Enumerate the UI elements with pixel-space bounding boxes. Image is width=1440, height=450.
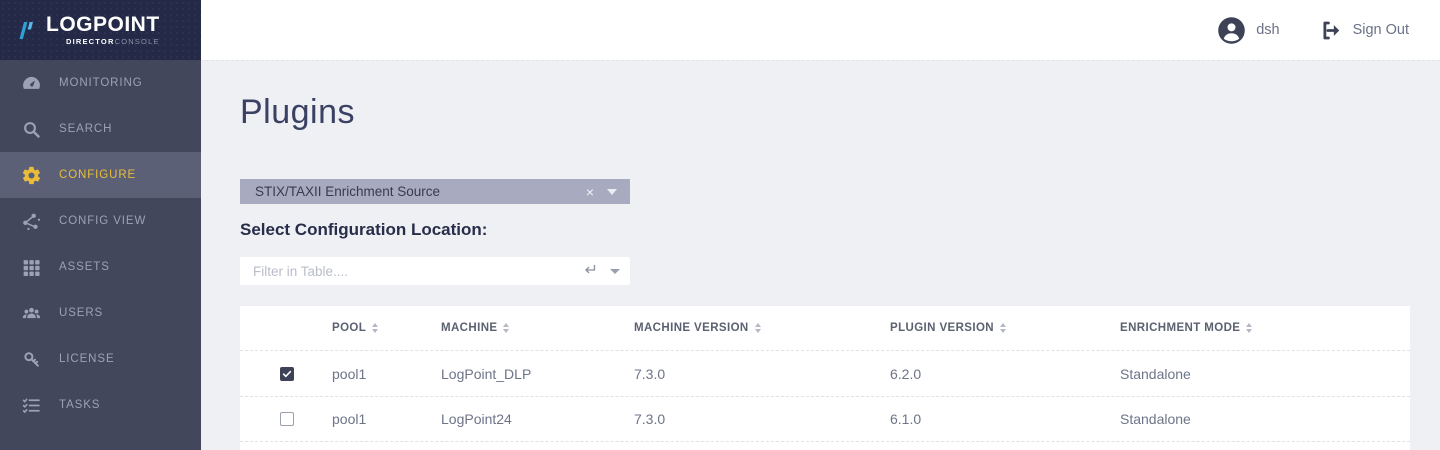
logpoint-logo: LOGPOINT DIRECTORCONSOLE [0, 0, 201, 60]
gauge-icon [23, 76, 40, 89]
cell-machine: LogPoint_DLP [441, 365, 532, 382]
sort-icon[interactable] [1246, 323, 1253, 333]
sidebar-item-license[interactable]: LICENSE [0, 336, 201, 382]
sidebar: LOGPOINT DIRECTORCONSOLE MONITORING SEAR… [0, 0, 201, 450]
sort-icon[interactable] [754, 323, 761, 333]
topbar: dsh Sign Out [201, 0, 1440, 60]
brand-tagline-director: DIRECTOR [65, 37, 115, 46]
table-row: pool1 LogPoint24 7.3.0 6.1.0 Standalone [240, 396, 1410, 442]
table-filter: ↵ [240, 257, 630, 285]
sidebar-item-label: MONITORING [59, 77, 143, 89]
sidebar-item-configure[interactable]: CONFIGURE [0, 152, 201, 198]
row-checkbox[interactable] [280, 366, 294, 381]
brand-tagline-console: CONSOLE [114, 37, 160, 46]
header-cell-plugin-version[interactable]: PLUGIN VERSION [890, 322, 1120, 334]
sidebar-item-monitoring[interactable]: MONITORING [0, 60, 201, 106]
grid-icon [23, 259, 40, 276]
sidebar-item-label: USERS [59, 307, 104, 319]
chevron-down-icon[interactable] [607, 188, 617, 195]
sidebar-item-assets[interactable]: ASSETS [0, 244, 201, 290]
sidebar-item-label: CONFIGURE [59, 169, 137, 181]
key-icon [24, 351, 39, 367]
cell-pool: pool1 [332, 411, 367, 427]
header-cell-enrichment-mode[interactable]: ENRICHMENT MODE [1120, 322, 1410, 334]
cell-enrichment-mode: Standalone [1120, 411, 1191, 427]
header-cell-pool[interactable]: POOL [332, 322, 441, 334]
sign-out-button[interactable]: Sign Out [1318, 18, 1409, 43]
share-icon [23, 213, 41, 230]
sign-out-label: Sign Out [1352, 22, 1409, 38]
sidebar-item-tasks[interactable]: TASKS [0, 382, 201, 428]
sidebar-item-label: LICENSE [59, 353, 115, 365]
cell-machine-version: 7.3.0 [634, 411, 666, 427]
sidebar-nav: MONITORING SEARCH CONFIGURE [0, 60, 201, 428]
plugin-select[interactable]: STIX/TAXII Enrichment Source × [240, 179, 630, 204]
users-icon [22, 307, 41, 318]
plugins-table: POOL MACHINE MACHINE VERSION PLUGIN VERS… [240, 306, 1410, 450]
sign-out-icon [1323, 21, 1339, 39]
page-title: Plugins [240, 93, 356, 131]
search-icon [24, 121, 40, 138]
chevron-down-icon[interactable] [610, 268, 620, 274]
sidebar-item-search[interactable]: SEARCH [0, 106, 201, 152]
section-label: Select Configuration Location: [240, 220, 488, 239]
sidebar-item-label: TASKS [59, 399, 101, 411]
brand-name: LOGPOINT [46, 13, 160, 36]
sidebar-item-label: ASSETS [59, 261, 110, 273]
sidebar-item-label: CONFIG VIEW [59, 215, 147, 227]
sort-icon[interactable] [503, 323, 510, 333]
logpoint-logo-icon [19, 22, 33, 39]
cell-plugin-version: 6.1.0 [890, 411, 922, 427]
x-clear-icon[interactable]: × [585, 183, 594, 200]
header-cell-machine-version[interactable]: MACHINE VERSION [634, 322, 890, 334]
cell-plugin-version: 6.2.0 [890, 365, 922, 382]
sort-icon[interactable] [372, 323, 379, 333]
main-content: Plugins STIX/TAXII Enrichment Source × S… [201, 60, 1440, 450]
table-header-row: POOL MACHINE MACHINE VERSION PLUGIN VERS… [240, 306, 1410, 350]
gear-icon [22, 166, 41, 184]
sort-icon[interactable] [1000, 323, 1007, 333]
plugin-select-value: STIX/TAXII Enrichment Source [255, 184, 441, 199]
return-arrow-icon[interactable]: ↵ [584, 262, 598, 279]
cell-machine-version: 7.3.0 [634, 365, 666, 382]
header-cell-machine[interactable]: MACHINE [441, 322, 634, 334]
avatar-icon [1218, 16, 1245, 44]
sidebar-item-label: SEARCH [59, 123, 113, 135]
cell-pool: pool1 [332, 365, 367, 382]
cell-machine: LogPoint24 [441, 411, 512, 427]
user-menu[interactable]: dsh [1217, 16, 1280, 45]
table-row: pool1 LogPoint_DLP 7.3.0 6.2.0 Standalon… [240, 350, 1410, 396]
filter-input[interactable] [240, 257, 585, 285]
sidebar-item-config-view[interactable]: CONFIG VIEW [0, 198, 201, 244]
tasks-icon [22, 398, 40, 413]
username: dsh [1256, 22, 1280, 38]
sidebar-item-users[interactable]: USERS [0, 290, 201, 336]
row-checkbox[interactable] [280, 412, 294, 426]
cell-enrichment-mode: Standalone [1120, 365, 1191, 382]
